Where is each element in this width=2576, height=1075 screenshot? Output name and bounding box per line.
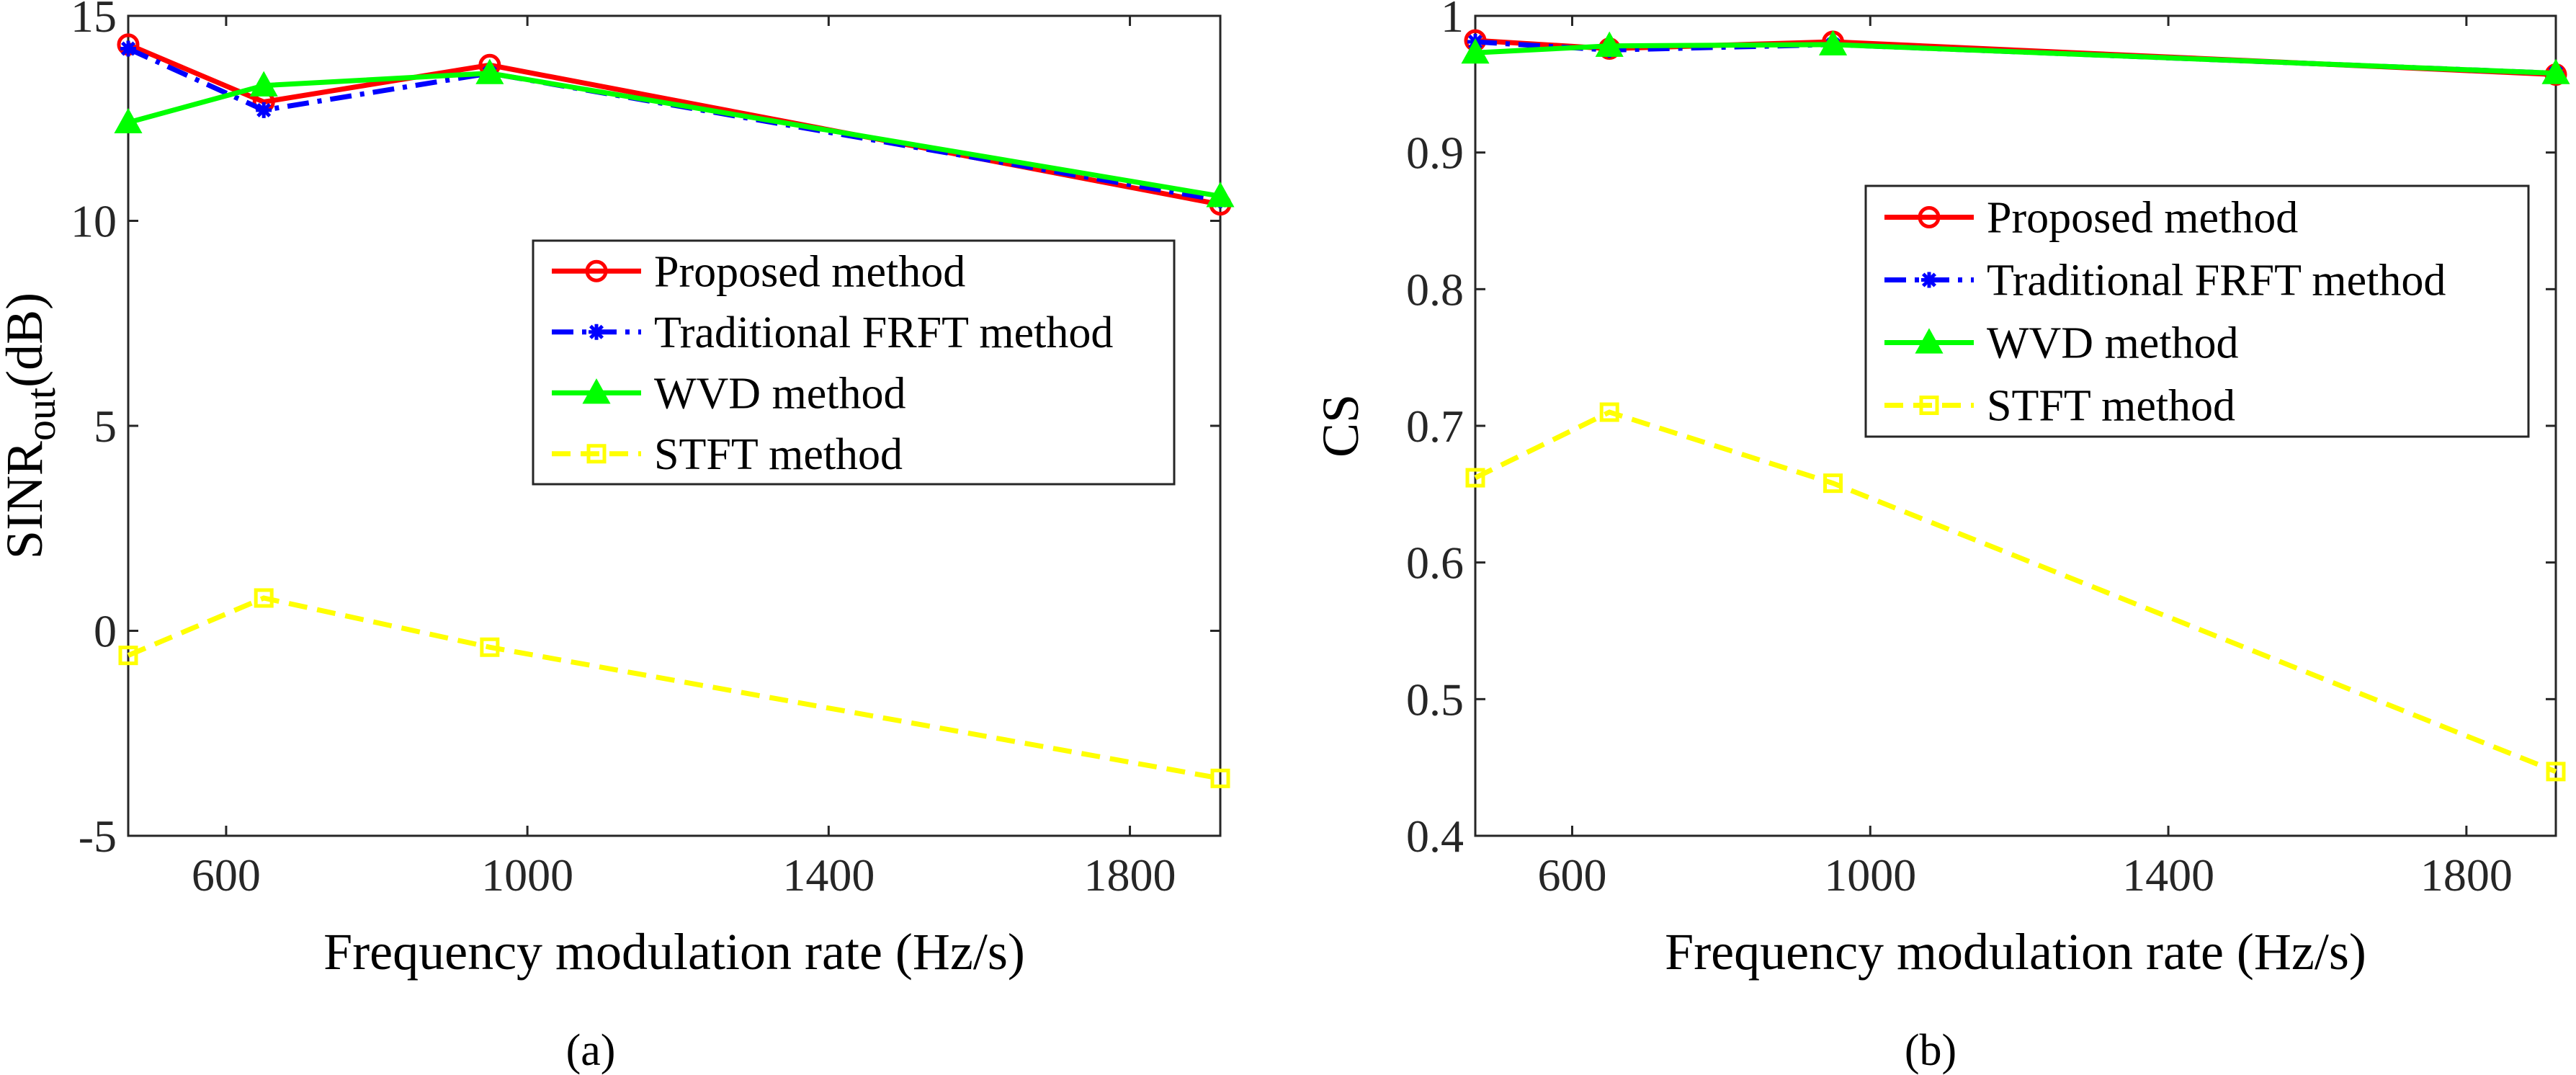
- x-tick-label: 600: [1537, 849, 1606, 901]
- legend-marker: [582, 378, 611, 404]
- y-tick-label: -5: [79, 811, 117, 862]
- y-tick-label: 0.4: [1406, 811, 1464, 862]
- legend-marker: [585, 259, 608, 282]
- data-point: [2546, 762, 2566, 782]
- y-tick-label: 1: [1441, 0, 1464, 42]
- x-tick-label: 1400: [2122, 849, 2214, 901]
- y-tick-label: 0: [94, 606, 117, 657]
- y-tick-label: 10: [71, 196, 117, 247]
- x-tick-label: 1000: [1824, 849, 1916, 901]
- legend-entry: Proposed method: [654, 247, 965, 296]
- legend-entry: WVD method: [1987, 319, 2239, 368]
- data-point: [249, 71, 278, 97]
- x-axis-label: Frequency modulation rate (Hz/s): [1665, 923, 2366, 981]
- data-point: [120, 40, 136, 57]
- data-point: [256, 102, 272, 118]
- data-point: [1823, 473, 1843, 494]
- legend-marker: [586, 444, 607, 464]
- data-point: [1819, 30, 1848, 55]
- legend-entry: Proposed method: [1987, 194, 2298, 243]
- chart-b: 600 1000 1400 1800 0.4 0.5 0.6 0.7 0.8 0.9 1 Freque…: [1312, 0, 2570, 1075]
- legend: Proposed method Traditional FRFT method WV…: [1864, 184, 2530, 438]
- subfigure-caption: (b): [1905, 1026, 1956, 1075]
- series-line: [1475, 42, 2557, 76]
- legend-box: [1864, 184, 2530, 438]
- data-point: [1465, 468, 1485, 488]
- x-tick-label: 1000: [481, 849, 573, 901]
- data-point: [254, 588, 274, 608]
- data-point: [475, 58, 504, 84]
- y-tick-label: 5: [94, 401, 117, 452]
- legend-entry: Traditional FRFT method: [1987, 257, 2446, 305]
- legend-box: [532, 239, 1176, 486]
- legend-entry: STFT method: [1987, 382, 2235, 431]
- legend-marker: [1915, 328, 1944, 354]
- y-tick-label: 0.9: [1406, 128, 1464, 179]
- x-tick-label: 1800: [1084, 849, 1176, 901]
- x-axis-label: Frequency modulation rate (Hz/s): [323, 923, 1025, 981]
- series-line: [127, 595, 1221, 781]
- data-point: [2541, 58, 2570, 84]
- y-axis-label-main: CS: [1312, 394, 1369, 458]
- series-line: [128, 71, 1221, 199]
- data-point: [1461, 38, 1490, 64]
- legend-marker: [1918, 206, 1941, 228]
- y-tick-label: 0.6: [1406, 538, 1464, 589]
- y-axis-label-subscript: out: [17, 388, 64, 441]
- y-axis-label-main: SINR: [0, 441, 53, 559]
- x-tick-label: 1800: [2420, 849, 2513, 901]
- data-point: [1206, 182, 1235, 208]
- legend-marker: [1921, 272, 1937, 288]
- y-tick-label: 15: [71, 0, 117, 42]
- y-tick-label: 0.8: [1406, 264, 1464, 315]
- legend-entry: Traditional FRFT method: [654, 308, 1113, 357]
- data-point: [114, 107, 143, 134]
- x-tick-label: 600: [192, 849, 261, 901]
- data-point: [118, 646, 138, 666]
- legend-entry: STFT method: [654, 430, 903, 479]
- y-axis-label: SINRout(dB): [0, 293, 64, 559]
- data-point: [1595, 31, 1624, 57]
- subfigure-caption: (a): [566, 1026, 616, 1075]
- legend: Proposed method Traditional FRFT method WV…: [532, 239, 1176, 486]
- data-point: [480, 637, 500, 657]
- legend-marker: [1919, 396, 1939, 415]
- series-line: [1474, 409, 2557, 775]
- data-point: [1599, 402, 1619, 422]
- y-axis-label-unit: (dB): [0, 293, 53, 388]
- legend-marker: [589, 324, 604, 340]
- chart-a: 600 1000 1400 1800 -5 0 5 10 15 Frequency modulat…: [0, 0, 1235, 1075]
- legend-entry: WVD method: [654, 369, 906, 418]
- y-tick-label: 0.5: [1406, 674, 1464, 725]
- data-point: [1210, 768, 1230, 788]
- y-axis-label: CS: [1312, 394, 1369, 458]
- x-tick-label: 1400: [782, 849, 875, 901]
- y-tick-label: 0.7: [1406, 401, 1464, 452]
